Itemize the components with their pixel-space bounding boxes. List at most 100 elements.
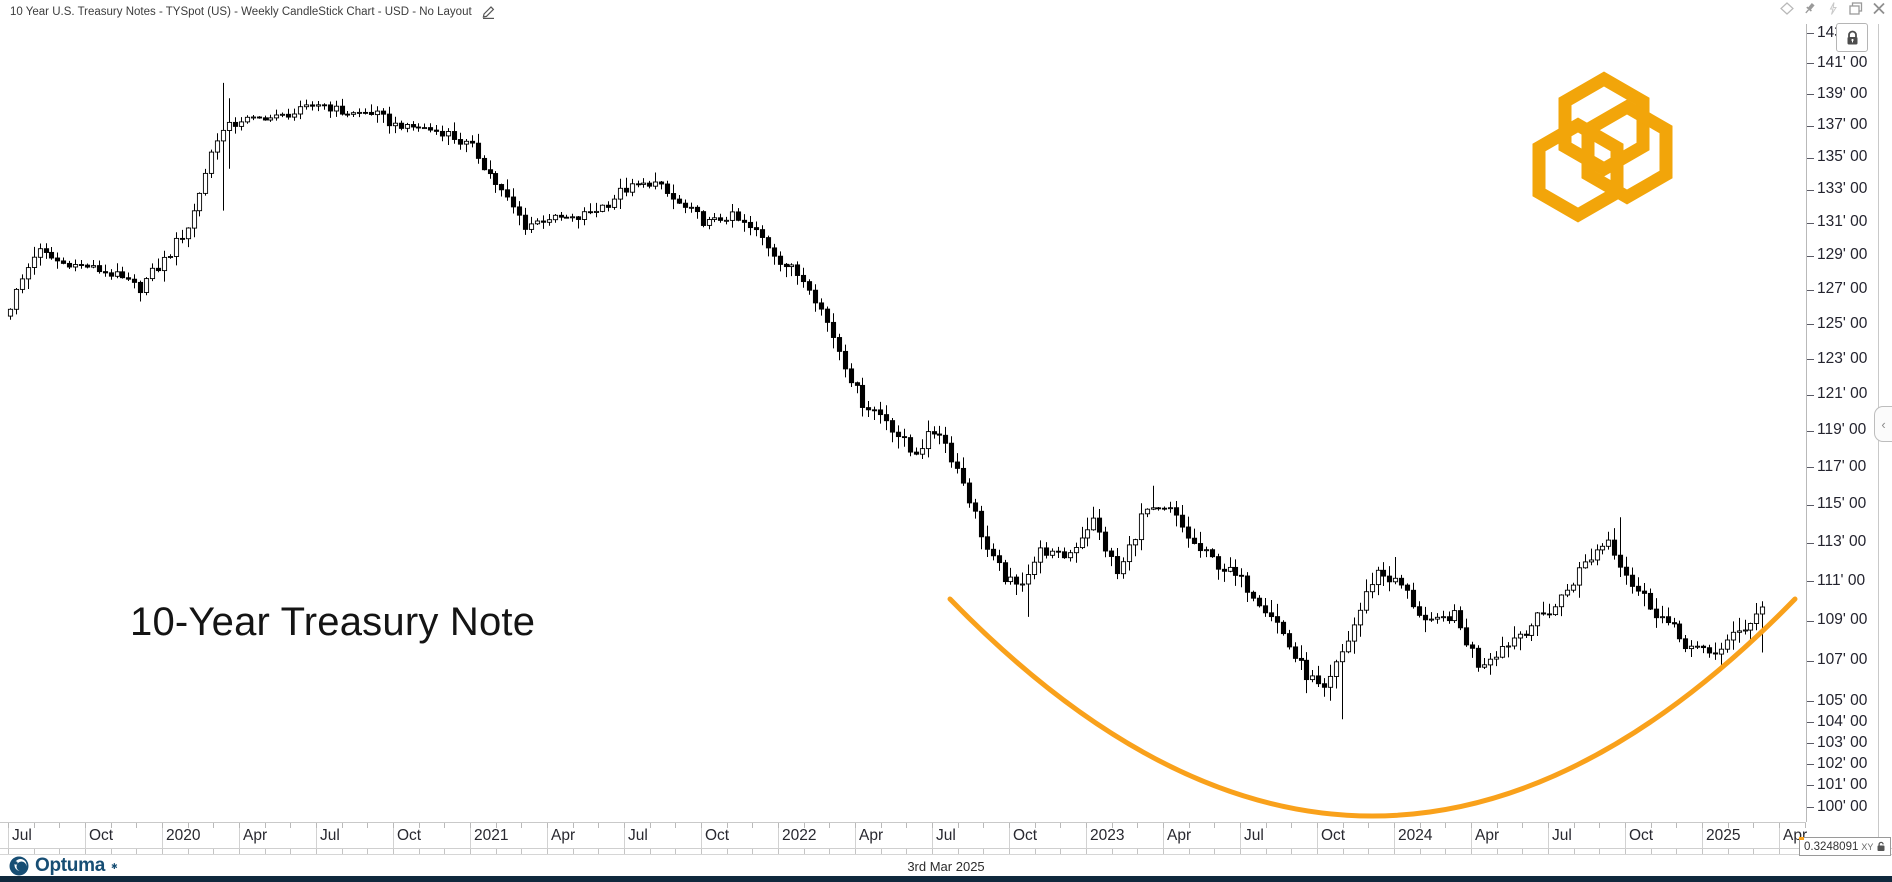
xy-coordinate-badge[interactable]: 0.3248091 XY: [1799, 837, 1892, 856]
status-date-label: 3rd Mar 2025: [907, 858, 985, 874]
restore-window-icon[interactable]: [1849, 2, 1863, 15]
strip-tick: [213, 849, 215, 854]
strip-tick: [701, 849, 702, 854]
date-separator: [1163, 823, 1164, 849]
date-label: Apr: [1167, 827, 1192, 844]
strip-tick: [239, 849, 240, 854]
strip-tick: [1445, 849, 1447, 854]
month-tick: [572, 823, 574, 828]
strip-tick: [187, 849, 189, 854]
price-label: 119' 00: [1817, 421, 1867, 439]
month-tick: [624, 823, 625, 828]
price-tick: [1807, 807, 1814, 808]
month-tick: [1240, 823, 1242, 828]
axis-collapse-button[interactable]: ‹: [1874, 406, 1892, 442]
price-label: 131' 00: [1817, 213, 1868, 231]
chart-plot-region[interactable]: 10-Year Treasury Note: [0, 24, 1806, 822]
window-controls: [1780, 2, 1886, 15]
date-label: Oct: [1013, 827, 1038, 844]
month-tick: [162, 823, 163, 828]
price-tick: [1807, 324, 1814, 326]
date-label: Oct: [1629, 827, 1654, 844]
month-tick: [8, 823, 9, 828]
month-tick: [1496, 823, 1498, 828]
chart-title: 10 Year U.S. Treasury Notes - TYSpot (US…: [10, 6, 472, 18]
price-tick: [1807, 542, 1814, 544]
strip-tick: [803, 849, 805, 854]
saucer-arc-annotation[interactable]: [947, 596, 1798, 819]
pin-icon[interactable]: [1803, 2, 1817, 15]
month-tick: [444, 823, 446, 828]
date-separator: [778, 823, 779, 849]
month-tick: [316, 823, 317, 828]
strip-tick: [1086, 849, 1087, 854]
price-tick: [1807, 222, 1814, 224]
price-tick: [1807, 63, 1814, 65]
date-separator: [1702, 823, 1703, 849]
strip-tick: [932, 849, 933, 854]
date-label: Oct: [705, 827, 730, 844]
candlestick-plot[interactable]: [0, 48, 1806, 846]
price-tick: [1807, 581, 1814, 583]
price-label: 139' 00: [1817, 84, 1868, 102]
strip-tick: [8, 849, 9, 854]
price-tick: [1807, 722, 1814, 724]
strip-tick: [957, 849, 959, 854]
strip-tick: [572, 849, 574, 854]
price-label: 105' 00: [1817, 691, 1868, 709]
month-tick: [547, 823, 548, 828]
price-label: 111' 00: [1817, 571, 1866, 589]
price-label: 137' 00: [1817, 116, 1868, 134]
month-tick: [1291, 823, 1293, 828]
strip-tick: [1522, 849, 1524, 854]
timeline-scroll-strip[interactable]: [0, 848, 1892, 855]
date-separator: [239, 823, 240, 849]
price-label: 115' 00: [1817, 495, 1867, 513]
shape-tool-icon[interactable]: [1780, 2, 1794, 15]
strip-tick: [1137, 849, 1139, 854]
date-separator: [932, 823, 933, 849]
date-separator: [316, 823, 317, 849]
date-separator: [1394, 823, 1395, 849]
bolt-icon[interactable]: [1826, 2, 1840, 15]
price-label: 109' 00: [1817, 611, 1868, 628]
date-separator: [470, 823, 471, 849]
price-label: 125' 00: [1817, 314, 1868, 332]
strip-tick: [1650, 849, 1652, 854]
strip-tick: [1291, 849, 1293, 854]
close-icon[interactable]: [1872, 2, 1886, 15]
month-tick: [264, 823, 266, 828]
month-tick: [1625, 823, 1627, 828]
strip-tick: [829, 849, 831, 854]
date-separator: [624, 823, 625, 849]
month-tick: [59, 823, 61, 828]
strip-tick: [521, 849, 523, 854]
optuma-brand[interactable]: Optuma ✱: [8, 855, 118, 877]
month-tick: [1137, 823, 1139, 828]
month-tick: [1779, 823, 1781, 828]
unlock-icon: [1877, 841, 1885, 851]
price-tick: [1807, 289, 1814, 291]
month-tick: [1342, 823, 1344, 828]
strip-tick: [624, 849, 625, 854]
strip-tick: [444, 849, 446, 854]
date-axis[interactable]: Jul Oct 2020 Apr Jul Oct 2021 Apr Jul Oct 2022 Apr J…: [0, 822, 1807, 849]
date-label: 2024: [1398, 827, 1433, 844]
month-tick: [649, 823, 651, 828]
month-tick: [1471, 823, 1473, 828]
price-label: 113' 00: [1817, 533, 1867, 551]
price-label: 123' 00: [1817, 349, 1868, 367]
month-tick: [393, 823, 394, 828]
strip-tick: [1676, 849, 1678, 854]
edit-title-pencil-icon[interactable]: [480, 5, 496, 19]
axis-lock-button[interactable]: [1836, 23, 1868, 52]
price-label: 117' 00: [1817, 457, 1867, 475]
strip-tick: [726, 849, 728, 854]
xy-unit: XY: [1861, 841, 1874, 852]
date-separator: [1471, 823, 1472, 849]
text-annotation[interactable]: 10-Year Treasury Note: [130, 600, 536, 644]
price-tick: [1807, 255, 1814, 257]
strip-tick: [906, 849, 908, 854]
